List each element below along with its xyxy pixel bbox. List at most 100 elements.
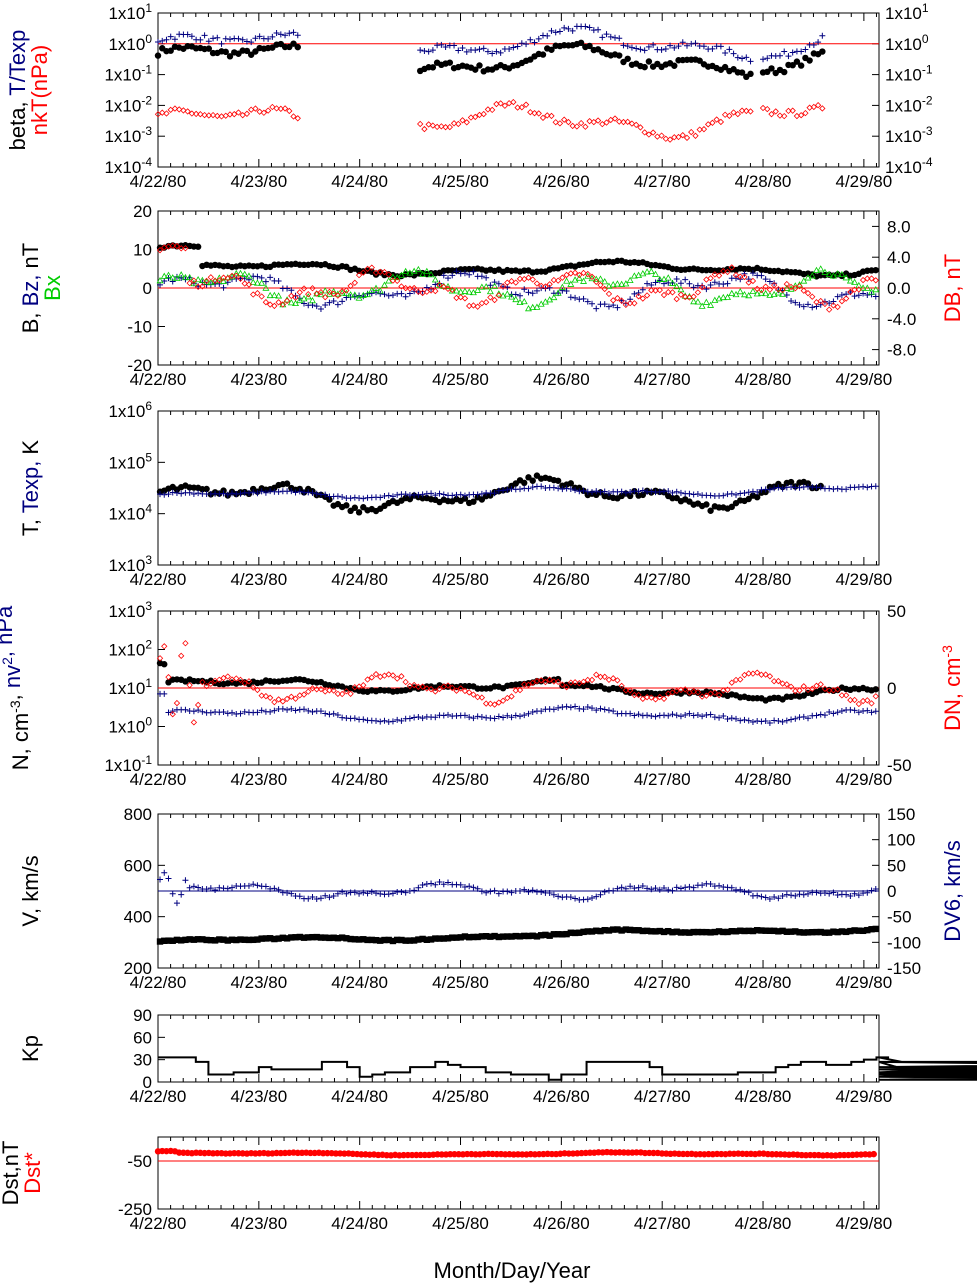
data-point [569,27,576,34]
data-point [470,302,477,309]
data-point [466,271,473,278]
data-point [699,713,706,720]
data-point [635,927,642,934]
data-point [588,273,596,280]
data-point [309,489,316,496]
data-point [817,297,824,305]
data-point [571,679,579,686]
data-point [762,276,769,283]
data-point [334,493,341,500]
data-point [504,933,511,940]
data-point [641,47,648,54]
data-point [516,275,524,283]
data-point [389,672,397,679]
y-tick-label: 20 [133,202,152,221]
data-point [423,685,431,692]
data-point [212,887,219,894]
data-point [161,937,168,944]
y-tick-label: 10 [133,241,152,260]
data-point [342,289,350,296]
data-point [783,284,791,291]
data-point [572,895,579,902]
x-tick-label: 4/25/80 [432,770,489,789]
data-point [351,715,358,722]
data-point [762,283,769,290]
data-point [759,104,767,112]
data-point [343,688,350,695]
data-point [699,282,706,289]
data-point [593,671,600,678]
data-point [529,276,536,283]
data-point [347,690,354,697]
data-point [406,495,414,503]
data-point [156,246,164,254]
data-point [567,280,575,287]
data-point [372,671,380,678]
x-tick-label: 4/28/80 [735,172,792,191]
data-point [300,285,308,292]
data-point [389,890,396,897]
data-point [267,885,274,892]
data-point [716,882,723,889]
data-point [673,295,680,303]
data-point [250,684,257,691]
data-point [343,502,350,509]
data-point [745,889,752,896]
data-point [770,927,778,935]
data-point [754,669,761,676]
data-point [427,271,435,278]
data-point [868,926,875,933]
data-point [258,707,265,714]
data-point [207,709,214,716]
data-point [326,934,333,942]
data-point [521,712,528,719]
data-point [305,707,312,714]
data-point [491,282,499,289]
data-point [283,297,291,305]
data-point [487,933,494,940]
data-point [656,886,663,893]
data-point [381,291,388,298]
y-tick-label: 400 [124,908,152,927]
data-point [842,274,850,281]
data-point [457,934,464,941]
data-point [542,931,549,939]
data-point [754,488,761,495]
data-point [440,272,447,279]
data-point [279,301,287,308]
data-point [601,673,608,680]
y-tick-label: 1x10-4 [104,155,152,177]
data-point [677,713,684,720]
data-point [627,296,634,303]
data-point [229,709,236,716]
data-point [317,289,325,296]
data-point [789,61,796,69]
data-point [776,52,783,59]
data-point [792,892,799,899]
data-point [644,885,651,892]
data-point [338,690,346,698]
data-point [480,45,487,52]
data-point [690,688,697,695]
data-point [470,498,477,505]
data-point [637,46,644,53]
data-point [618,488,625,495]
y-tick-label: 1x10-1 [104,753,152,775]
data-point [607,33,614,40]
data-point [190,936,198,943]
data-point [427,686,435,693]
data-point [157,876,164,883]
data-point [855,709,862,716]
data-point [774,289,782,296]
data-point [851,278,859,285]
data-point [673,712,680,719]
data-point [266,694,274,701]
data-point [377,494,384,501]
y-tick-label: 1x10-3 [104,124,152,146]
data-point [195,707,202,714]
data-point [614,677,621,684]
data-point [491,490,498,497]
data-point [161,869,168,876]
data-point [535,35,542,42]
